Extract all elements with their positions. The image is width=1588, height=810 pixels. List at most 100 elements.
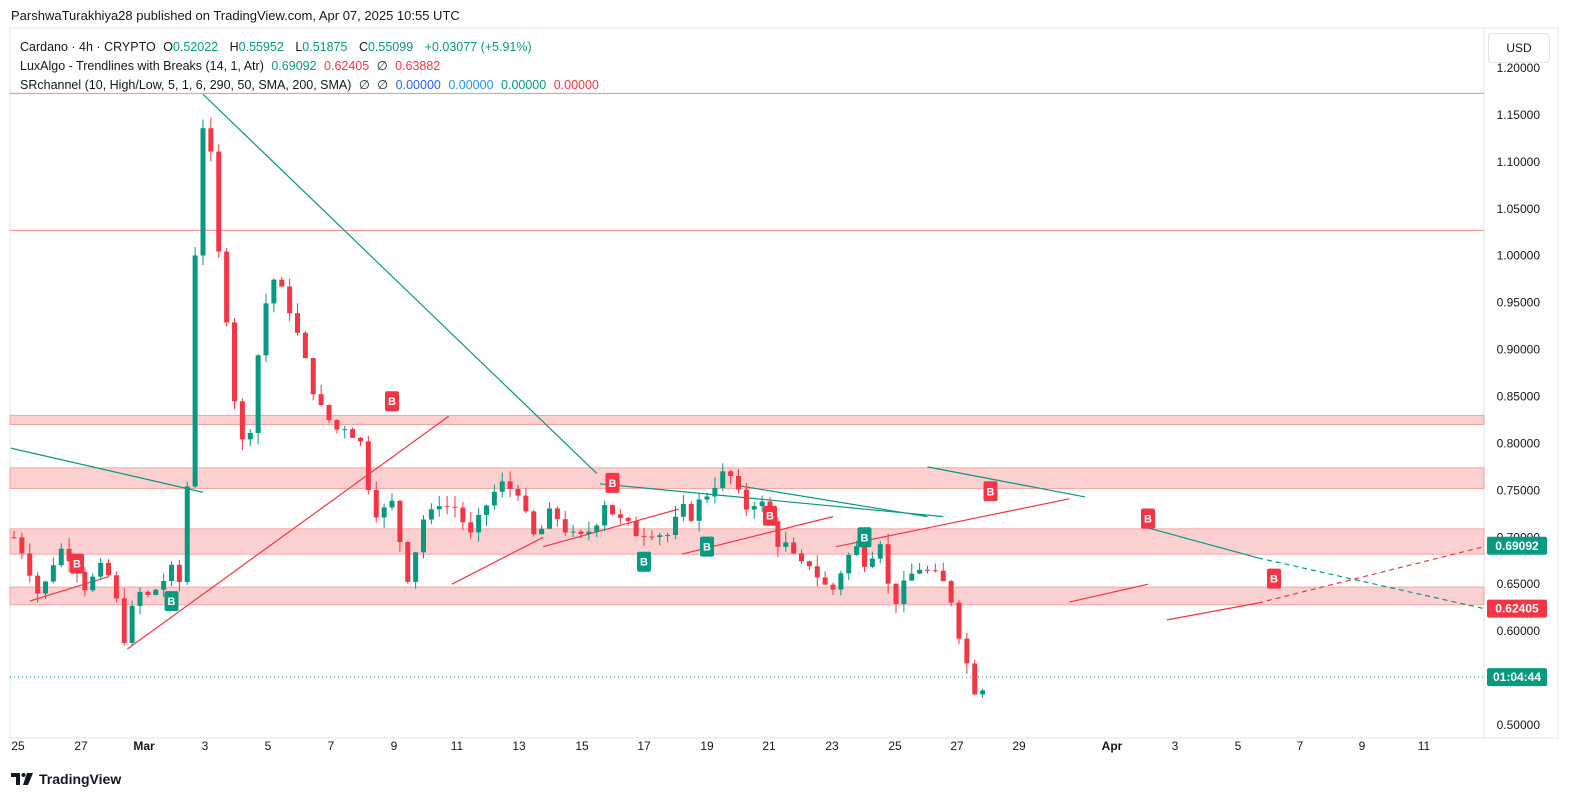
candle: [562, 519, 568, 533]
price-label-bg: [1487, 599, 1547, 618]
x-tick-label: 9: [391, 739, 398, 753]
legend-high: H0.55952: [229, 40, 284, 54]
candle: [909, 573, 915, 581]
tradingview-icon: [11, 773, 33, 785]
candle: [948, 581, 954, 603]
sr-zone: [9, 467, 1485, 489]
candle: [184, 486, 190, 582]
candle: [869, 558, 875, 567]
candle: [972, 663, 978, 695]
candle: [153, 589, 159, 595]
indicator1-v3: 0.63882: [395, 59, 441, 73]
break-label: B: [168, 596, 176, 608]
x-tick-label: 9: [1359, 739, 1366, 753]
candle: [82, 571, 88, 591]
candle: [783, 542, 789, 547]
price-label: 0.62405: [1495, 602, 1539, 616]
indicator1-v2: 0.62405: [324, 59, 370, 73]
candle: [98, 562, 104, 577]
candle: [452, 506, 458, 508]
legend-open: O0.52022: [163, 40, 219, 54]
candle: [413, 552, 419, 582]
candle: [917, 569, 923, 574]
y-tick-label: 0.75000: [1497, 483, 1541, 497]
candle: [665, 535, 671, 537]
candle: [743, 489, 749, 510]
candle: [318, 394, 324, 405]
sr-zone: [9, 528, 1485, 555]
candle: [625, 517, 631, 522]
trendline-projection: [1258, 546, 1485, 604]
candle: [791, 542, 797, 554]
y-tick-label: 1.15000: [1497, 108, 1541, 122]
candle: [200, 128, 206, 256]
x-tick-label: 7: [1297, 739, 1304, 753]
candle: [964, 638, 970, 664]
break-label-bg: [70, 553, 84, 574]
candle: [192, 255, 198, 487]
break-label-bg: [385, 391, 399, 412]
candle: [27, 553, 33, 576]
trendline: [10, 447, 204, 493]
break-label: B: [766, 511, 774, 523]
trendline-projection: [1258, 557, 1485, 610]
candle: [491, 491, 497, 506]
candle: [263, 303, 269, 356]
x-tick-label: Apr: [1102, 739, 1123, 753]
candle: [515, 488, 521, 496]
candle: [925, 569, 930, 571]
trendline: [1166, 602, 1259, 621]
candle: [507, 481, 513, 489]
candle: [58, 548, 64, 566]
y-tick-label: 1.00000: [1497, 249, 1541, 263]
candle: [468, 522, 474, 533]
trendline: [927, 466, 1086, 498]
break-label-bg: [164, 591, 179, 612]
candle: [428, 509, 434, 520]
y-tick-label: 0.50000: [1497, 718, 1541, 732]
y-tick-label: 0.90000: [1497, 343, 1541, 357]
candle: [594, 525, 600, 532]
candle: [578, 531, 584, 535]
candle: [271, 279, 277, 304]
candle: [688, 503, 694, 521]
candle: [121, 598, 127, 643]
y-tick-label: 0.85000: [1497, 390, 1541, 404]
candle: [759, 501, 765, 507]
currency-button[interactable]: USD: [1488, 33, 1550, 63]
candles-group: [11, 117, 986, 699]
candle: [838, 573, 844, 590]
candle: [751, 506, 757, 510]
x-tick-label: 5: [1235, 739, 1242, 753]
null-symbol: ∅: [376, 59, 388, 73]
x-tick-label: 13: [512, 739, 526, 753]
candle: [704, 496, 710, 500]
candle: [570, 531, 576, 533]
candle: [720, 471, 726, 488]
legend-low: L0.51875: [295, 40, 348, 54]
brand-text: TradingView: [39, 771, 122, 787]
candle: [66, 548, 72, 562]
x-tick-label: 11: [451, 739, 464, 753]
candle: [932, 570, 938, 572]
indicator2-v1: 0.00000: [395, 78, 441, 92]
candle: [35, 575, 41, 594]
break-label-bg: [637, 551, 651, 572]
candle: [602, 505, 608, 526]
indicator2-v2: 0.00000: [448, 78, 494, 92]
candle: [326, 404, 332, 421]
candle: [342, 429, 348, 431]
x-tick-label: 3: [202, 739, 209, 753]
chart-legend: Cardano · 4h · CRYPTO O0.52022 H0.55952 …: [20, 38, 603, 95]
candle: [113, 575, 119, 599]
candle: [673, 516, 678, 536]
price-label-bg: [1487, 668, 1547, 687]
break-label-bg: [983, 481, 998, 502]
candle: [822, 577, 828, 585]
candle: [814, 566, 820, 578]
tradingview-logo[interactable]: TradingView: [11, 771, 121, 787]
candle: [586, 531, 592, 535]
break-label-bg: [1267, 568, 1281, 589]
candle: [358, 437, 363, 442]
